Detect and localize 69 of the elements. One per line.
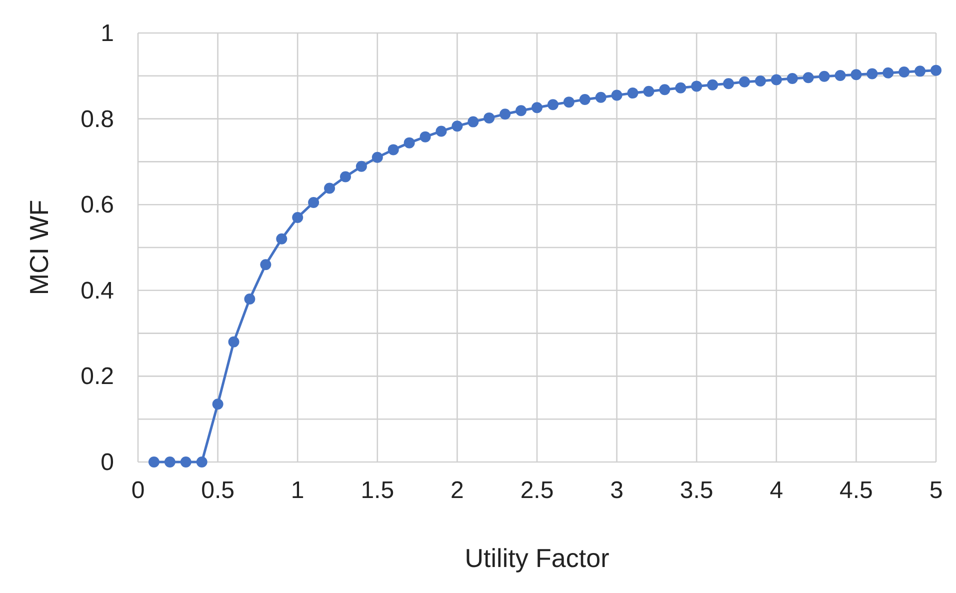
y-tick-label: 0.4	[80, 277, 114, 304]
point	[579, 94, 590, 105]
x-tick-label: 3.5	[680, 477, 714, 504]
point	[148, 456, 160, 468]
point	[516, 105, 527, 116]
point	[850, 69, 862, 80]
y-tick-label: 0	[100, 449, 114, 476]
point	[627, 88, 638, 99]
x-tick-label: 0.5	[201, 477, 234, 504]
x-tick-label: 5	[929, 477, 943, 504]
point	[500, 108, 511, 120]
point	[388, 144, 399, 156]
point	[643, 86, 654, 97]
y-tick-label: 0.6	[80, 192, 114, 219]
point	[260, 259, 272, 270]
point	[324, 182, 336, 194]
point	[802, 72, 814, 84]
point	[244, 293, 256, 304]
x-tick-label: 1.5	[360, 477, 394, 504]
point	[484, 112, 495, 124]
point	[292, 212, 304, 223]
point	[914, 66, 926, 77]
point	[882, 67, 894, 78]
x-tick-label: 1	[290, 477, 304, 504]
point	[180, 456, 192, 468]
x-tick-label: 4	[770, 477, 784, 504]
point	[754, 76, 766, 87]
point	[834, 70, 846, 81]
y-tick-label: 1	[100, 20, 114, 47]
point	[770, 74, 782, 86]
point	[866, 68, 878, 80]
point	[563, 96, 574, 108]
point	[276, 233, 288, 244]
point	[404, 137, 415, 148]
point	[372, 152, 383, 163]
point	[547, 99, 558, 110]
point	[786, 72, 798, 84]
point	[452, 120, 463, 132]
point	[930, 64, 942, 76]
point	[308, 196, 320, 208]
point	[212, 398, 224, 410]
point	[420, 131, 431, 142]
point	[356, 160, 367, 172]
point	[659, 84, 670, 96]
point	[898, 66, 910, 78]
point	[340, 171, 351, 182]
x-tick-label: 2.5	[520, 477, 554, 504]
x-tick-label: 0	[131, 477, 145, 504]
point	[611, 90, 622, 101]
point	[675, 82, 686, 94]
point	[691, 80, 702, 92]
y-tick-label: 0.8	[80, 106, 114, 133]
point	[228, 336, 240, 348]
point	[707, 79, 718, 90]
point	[532, 102, 542, 114]
x-axis-title: Utility Factor	[464, 543, 610, 573]
point	[164, 456, 176, 468]
y-axis-title: MCI WF	[24, 200, 54, 296]
point	[196, 456, 208, 468]
y-tick-label: 0.2	[80, 363, 114, 390]
point	[468, 116, 479, 128]
point	[723, 78, 734, 90]
x-tick-label: 2	[450, 477, 464, 504]
point	[818, 70, 830, 82]
point	[436, 126, 447, 137]
point	[595, 92, 606, 103]
x-tick-label: 3	[610, 477, 624, 504]
x-tick-label: 4.5	[840, 477, 873, 504]
point	[738, 76, 750, 88]
